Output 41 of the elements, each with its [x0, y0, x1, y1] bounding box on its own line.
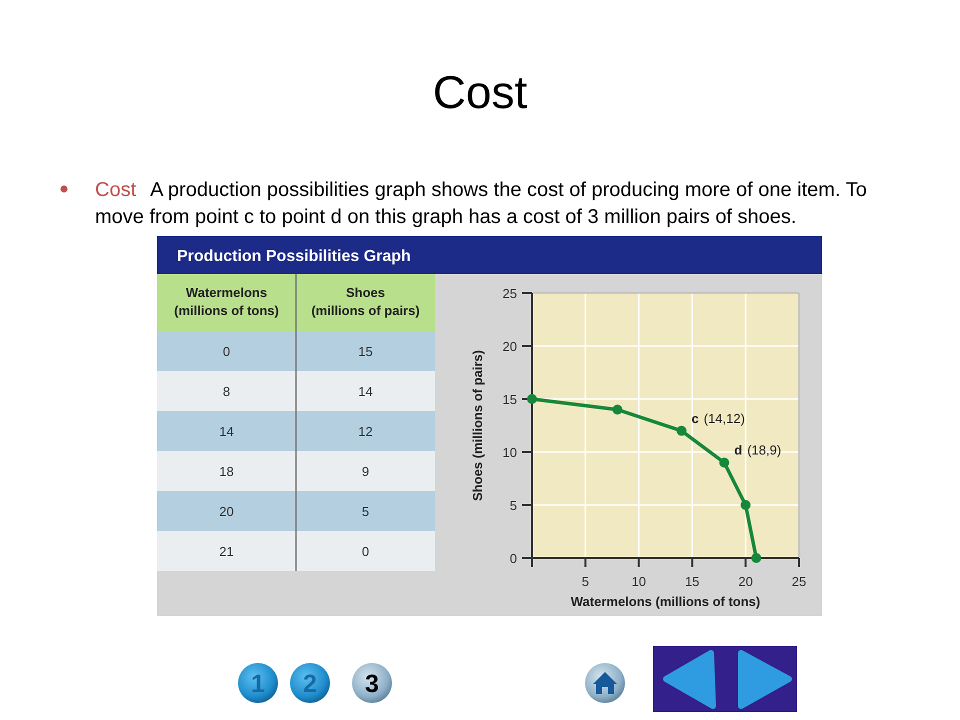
y-tick-label: 0 — [510, 551, 517, 566]
y-tick-label: 25 — [502, 286, 517, 301]
point — [676, 426, 687, 436]
category-label: Watermelons (millions of tons) — [174, 285, 279, 318]
annotation: d (18,9) — [734, 442, 782, 458]
text: 9 — [362, 464, 370, 479]
y-tick-label: 5 — [510, 498, 517, 513]
text: 20 — [219, 504, 234, 519]
text: 15 — [358, 344, 373, 359]
x-tick-label: 20 — [738, 574, 753, 589]
text: 12 — [358, 424, 373, 439]
point — [751, 553, 762, 563]
x-tick-label: 25 — [792, 574, 806, 589]
x-axis-title: Watermelons (millions of tons) — [570, 594, 760, 609]
round-button: 2 — [290, 663, 330, 703]
point — [527, 394, 537, 404]
text: 14 — [358, 384, 373, 399]
x-tick-label: 10 — [632, 574, 646, 589]
point — [719, 458, 730, 468]
y-axis-title: Shoes (millions of pairs) — [470, 350, 485, 501]
point — [740, 500, 751, 510]
y-tick-label: 10 — [502, 445, 517, 460]
text: 14 — [219, 424, 234, 439]
annotation: c (14,12) — [692, 410, 745, 426]
y-tick-label: 20 — [502, 339, 517, 354]
point — [612, 404, 622, 415]
text: 8 — [222, 384, 230, 399]
text: 0 — [222, 344, 230, 359]
text: 0 — [362, 544, 370, 559]
category-label: Shoes (millions of pairs) — [311, 285, 420, 318]
round-button: 3 — [352, 663, 392, 703]
round-button: 1 — [238, 663, 278, 703]
text: 18 — [219, 464, 234, 479]
chart-subtitle: Cost A production possibilities graph shows the cost of producing more of one item. To move from point c to point d on this graph has a cost of 3 million pairs of shoes. — [95, 179, 867, 228]
x-tick-label: 15 — [684, 574, 700, 589]
chart-title: Cost — [432, 66, 528, 118]
y-tick-label: 15 — [502, 392, 517, 407]
text: Production Possibilities Graph — [177, 248, 411, 265]
x-tick-label: 5 — [582, 574, 590, 589]
text: 5 — [362, 504, 370, 519]
text: 21 — [219, 544, 234, 559]
